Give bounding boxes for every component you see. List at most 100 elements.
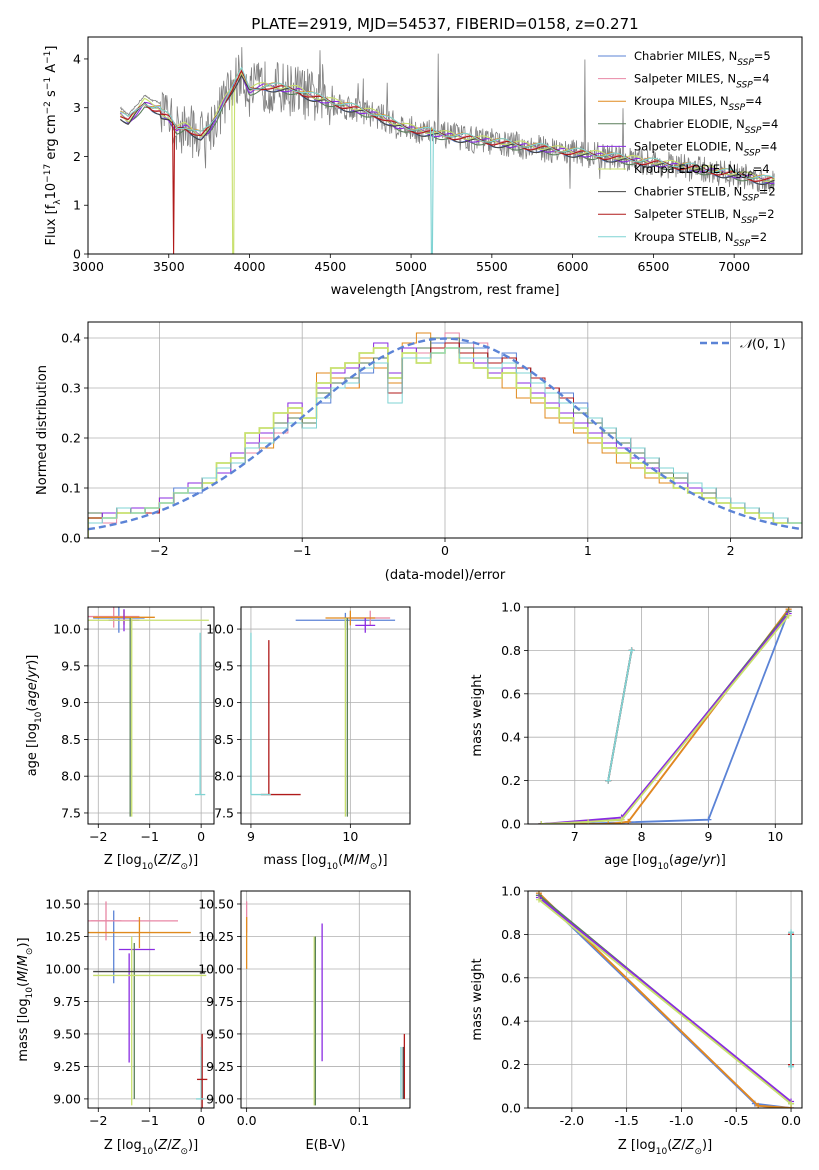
y-tick-label: 0.8 <box>501 643 521 658</box>
series-line-kroupa-miles <box>541 608 790 824</box>
legend-spectrum: Chabrier MILES, NSSP=5 Salpeter MILES, NS… <box>598 49 778 249</box>
y-tick-label: 10.25 <box>45 929 81 944</box>
point-marker <box>535 896 542 903</box>
x-axis-label: mass [log10(M/M⊙)] <box>263 853 387 872</box>
axes-frame <box>87 36 803 255</box>
y-tick-label: 7.5 <box>61 805 81 820</box>
x-tick-label: −2 <box>150 543 168 558</box>
x-tick-label: −1 <box>293 543 311 558</box>
axes-frame <box>240 890 411 1109</box>
x-tick-label: −1 <box>140 829 158 844</box>
legend-label: 𝒩(0, 1) <box>740 336 786 351</box>
point-marker <box>788 929 795 936</box>
legend-label: Salpeter MILES, NSSP=4 <box>634 72 770 91</box>
y-tick-label: 0.2 <box>501 773 521 788</box>
x-tick-label: 0 <box>197 829 205 844</box>
x-tick-label: 10 <box>767 829 783 844</box>
axes-massweight-vs-age: 7 8 9 10 0.0 0.2 0.4 0.6 0.8 1.0 age [log10(age/yr… <box>470 600 803 872</box>
plot-area-mass-vs-ebv <box>245 901 406 1106</box>
y-tick-label: 0.3 <box>61 381 81 396</box>
series-line-kroupa-elodie <box>541 615 790 824</box>
point-marker <box>785 612 792 619</box>
series-line-kroupa-stelib <box>120 66 775 254</box>
axes-spectrum: 3000 3500 4000 4500 5000 5500 6000 6500 7000 0 1 2 3… <box>43 36 803 298</box>
x-tick-label: 6500 <box>637 259 669 274</box>
y-tick-label: 0 <box>73 247 81 262</box>
legend-label: Salpeter STELIB, NSSP=2 <box>634 207 775 226</box>
x-axis-label: Z [log10(Z/Z⊙)] <box>104 1138 198 1157</box>
y-tick-label: 10.0 <box>206 622 234 637</box>
y-tick-label: 9.75 <box>53 994 81 1009</box>
plot-area-massweight-vs-age <box>538 607 792 824</box>
y-tick-label: 9.5 <box>61 658 81 673</box>
axes-age-vs-mass: 9 10 7.5 8.0 8.5 9.0 9.5 10.0 mass [log10(M/M⊙)] <box>206 606 411 872</box>
x-axis-label: Z [log10(Z/Z⊙)] <box>104 853 198 872</box>
x-tick-label: 1 <box>584 543 592 558</box>
point-marker <box>618 816 625 823</box>
x-tick-label: 4000 <box>234 259 266 274</box>
plot-area-massweight-vs-Z <box>535 891 795 1108</box>
x-axis-label: age [log10(age/yr)] <box>604 853 726 872</box>
x-tick-label: 0 <box>197 1113 205 1128</box>
y-tick-label: 0.0 <box>501 1101 521 1116</box>
legend-label: Chabrier ELODIE, NSSP=4 <box>634 117 778 136</box>
plot-area-residual-hist <box>88 332 802 538</box>
y-tick-label: 10.00 <box>45 961 81 976</box>
y-tick-label: 9.25 <box>206 1059 234 1074</box>
y-tick-label: 9.75 <box>206 994 234 1009</box>
x-tick-label: 0.0 <box>237 1113 257 1128</box>
x-tick-label: 8 <box>638 829 646 844</box>
x-tick-label: −2 <box>89 829 107 844</box>
axes-frame <box>87 606 215 825</box>
axes-age-vs-Z: −2 −1 0 7.5 8.0 8.5 9.0 9.5 10.0 Z [log10(Z/Z⊙)] a… <box>25 606 215 872</box>
x-tick-label: 0.0 <box>781 1113 801 1128</box>
x-tick-label: 2 <box>727 543 735 558</box>
x-tick-label: 7 <box>571 829 579 844</box>
point-marker <box>788 1063 795 1070</box>
y-tick-label: 2 <box>73 149 81 164</box>
x-tick-label: 9 <box>704 829 712 844</box>
axes-frame <box>527 606 803 825</box>
y-tick-label: 9.00 <box>206 1091 234 1106</box>
point-marker <box>605 821 612 824</box>
x-tick-label: 5500 <box>476 259 508 274</box>
x-tick-label: 6000 <box>557 259 589 274</box>
series-line-kroupa-stelib <box>607 650 633 781</box>
point-marker <box>628 647 635 654</box>
point-marker <box>605 777 612 784</box>
legend-label: Kroupa ELODIE, NSSP=4 <box>634 162 770 181</box>
y-tick-label: 3 <box>73 100 81 115</box>
y-tick-label: 10.50 <box>198 896 234 911</box>
series-line-salpeter-elodie <box>541 612 790 824</box>
series-line-kroupa-elodie <box>119 72 775 254</box>
y-tick-label: 0.6 <box>501 686 521 701</box>
series-line-salpeter-elodie <box>538 896 792 1103</box>
y-tick-label: 10.00 <box>198 961 234 976</box>
y-tick-label: 0.0 <box>61 531 81 546</box>
x-tick-label: 3500 <box>153 259 185 274</box>
y-axis-label: Flux [fλ10−17 erg cm−2 s−1 A−1] <box>43 46 63 246</box>
legend-label: Chabrier MILES, NSSP=5 <box>634 49 771 68</box>
y-axis-label: Normed distribution <box>35 365 50 495</box>
plot-area-spectrum <box>119 47 775 254</box>
legend-label: Kroupa MILES, NSSP=4 <box>634 94 762 113</box>
series-line-chabrier-miles <box>541 610 790 824</box>
series-line-chabrier-elodie <box>541 610 790 824</box>
y-axis-label: mass weight <box>470 958 485 1040</box>
y-tick-label: 0.2 <box>501 1057 521 1072</box>
y-tick-label: 9.0 <box>214 695 234 710</box>
x-tick-label: 5000 <box>395 259 427 274</box>
legend-hist: 𝒩(0, 1) <box>700 336 786 351</box>
x-axis-label: (data-model)/error <box>385 568 506 583</box>
axes-residual-hist: −2 −1 0 1 2 0.0 0.1 0.2 0.3 0.4 (data-model)/error… <box>35 321 803 583</box>
y-tick-label: 9.5 <box>214 658 234 673</box>
y-tick-label: 7.5 <box>214 805 234 820</box>
hist-step-kroupa-stelib <box>88 347 802 538</box>
y-tick-label: 10.50 <box>45 896 81 911</box>
axes-frame <box>87 890 215 1109</box>
y-tick-label: 1 <box>73 198 81 213</box>
y-axis-label: mass weight <box>470 674 485 756</box>
y-tick-label: 10.0 <box>53 622 81 637</box>
y-axis-label: mass [log10(M/M⊙)] <box>16 937 35 1061</box>
x-tick-label: -2.0 <box>560 1113 584 1128</box>
